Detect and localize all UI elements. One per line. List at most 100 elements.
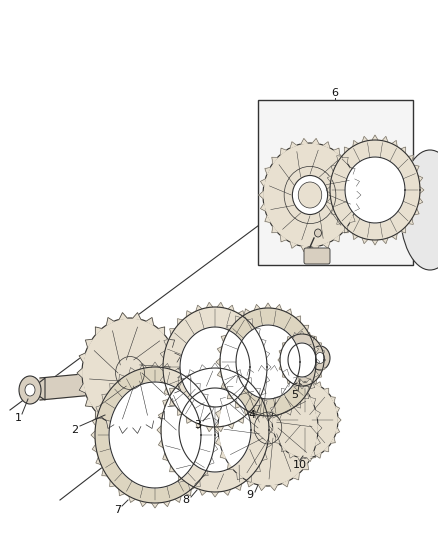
Polygon shape (265, 167, 270, 174)
Polygon shape (199, 489, 207, 495)
Polygon shape (255, 465, 260, 472)
Text: 9: 9 (247, 490, 254, 500)
Polygon shape (372, 240, 378, 245)
Polygon shape (267, 412, 272, 421)
Polygon shape (300, 386, 304, 389)
Polygon shape (235, 484, 242, 490)
Polygon shape (218, 370, 318, 486)
Polygon shape (315, 438, 321, 446)
Polygon shape (195, 480, 200, 487)
Polygon shape (92, 445, 97, 452)
Polygon shape (301, 246, 308, 252)
Polygon shape (270, 485, 278, 490)
Polygon shape (281, 236, 286, 242)
Polygon shape (102, 470, 107, 476)
Polygon shape (163, 399, 168, 407)
Polygon shape (236, 402, 240, 408)
Polygon shape (195, 383, 200, 390)
Polygon shape (228, 463, 233, 470)
Polygon shape (283, 343, 286, 347)
Polygon shape (414, 165, 419, 172)
Polygon shape (343, 227, 348, 233)
Polygon shape (310, 382, 315, 389)
Polygon shape (216, 358, 220, 366)
Polygon shape (418, 198, 423, 204)
Polygon shape (140, 501, 147, 506)
Polygon shape (220, 398, 226, 405)
Text: 7: 7 (114, 505, 122, 515)
Polygon shape (420, 187, 424, 193)
Text: 10: 10 (293, 460, 307, 470)
Polygon shape (290, 142, 297, 148)
Polygon shape (163, 453, 168, 461)
Polygon shape (316, 453, 321, 458)
Polygon shape (269, 417, 272, 423)
Polygon shape (265, 303, 271, 308)
Polygon shape (316, 382, 321, 387)
Polygon shape (254, 304, 261, 310)
Ellipse shape (19, 376, 41, 404)
Polygon shape (209, 405, 214, 413)
Polygon shape (175, 368, 181, 374)
Polygon shape (179, 388, 251, 472)
Polygon shape (209, 457, 214, 465)
Polygon shape (30, 378, 45, 400)
Polygon shape (267, 363, 271, 371)
Polygon shape (287, 336, 291, 341)
Polygon shape (338, 417, 341, 423)
Polygon shape (95, 327, 102, 335)
Polygon shape (157, 426, 161, 434)
Text: 8: 8 (183, 495, 190, 505)
Polygon shape (362, 238, 368, 244)
Polygon shape (185, 374, 191, 381)
Polygon shape (106, 421, 114, 429)
Polygon shape (163, 307, 267, 427)
Polygon shape (293, 376, 299, 383)
Polygon shape (163, 501, 170, 506)
Polygon shape (262, 399, 267, 407)
Polygon shape (188, 484, 195, 490)
Polygon shape (212, 363, 219, 368)
Polygon shape (281, 388, 286, 393)
Polygon shape (265, 416, 271, 421)
Polygon shape (160, 376, 165, 383)
Polygon shape (261, 388, 266, 395)
Polygon shape (235, 369, 242, 376)
Polygon shape (401, 147, 406, 153)
Polygon shape (227, 325, 233, 331)
Polygon shape (227, 393, 233, 399)
Polygon shape (261, 204, 265, 211)
Polygon shape (334, 236, 339, 242)
Polygon shape (160, 351, 165, 358)
Polygon shape (247, 481, 254, 487)
Polygon shape (263, 143, 357, 247)
Polygon shape (247, 369, 254, 375)
Polygon shape (279, 350, 282, 354)
Polygon shape (217, 426, 224, 432)
Polygon shape (275, 397, 279, 402)
Polygon shape (331, 438, 335, 443)
Polygon shape (334, 148, 339, 155)
Polygon shape (325, 388, 328, 393)
Text: 2: 2 (71, 425, 78, 435)
Polygon shape (372, 135, 378, 140)
Polygon shape (79, 353, 85, 362)
Polygon shape (175, 384, 181, 393)
Polygon shape (318, 373, 321, 377)
Polygon shape (300, 331, 304, 334)
Polygon shape (289, 382, 294, 387)
Polygon shape (238, 417, 244, 423)
Ellipse shape (310, 346, 330, 370)
Polygon shape (238, 311, 244, 317)
Polygon shape (179, 377, 184, 384)
Polygon shape (313, 379, 317, 383)
Polygon shape (236, 325, 300, 399)
Polygon shape (265, 351, 270, 358)
Polygon shape (175, 353, 181, 362)
Polygon shape (355, 204, 360, 211)
Polygon shape (133, 313, 141, 319)
Polygon shape (221, 382, 226, 389)
Polygon shape (168, 399, 175, 407)
Polygon shape (392, 233, 397, 239)
Polygon shape (261, 339, 266, 346)
